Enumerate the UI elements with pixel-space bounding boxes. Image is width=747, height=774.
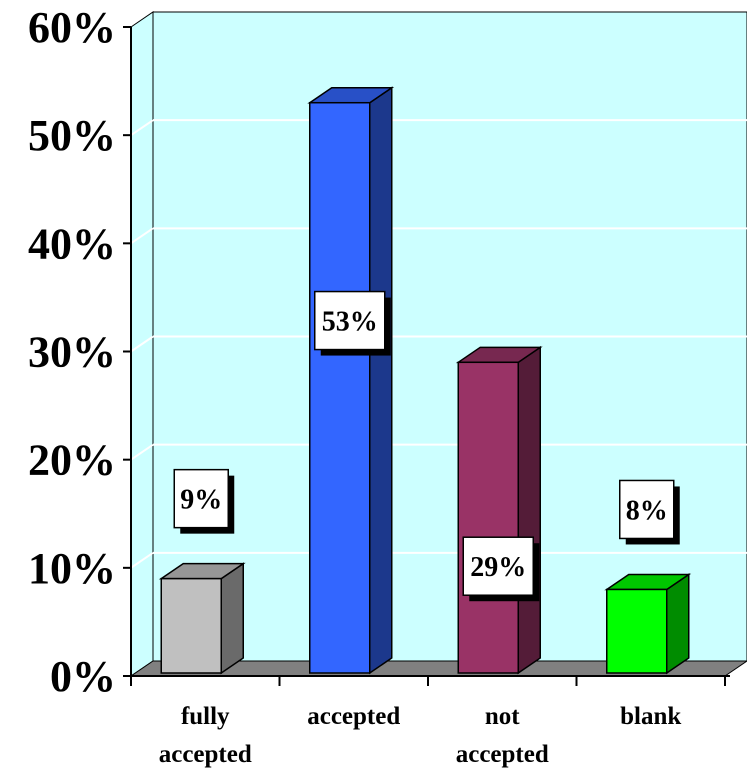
data-label-text: 53% [322,307,378,338]
data-label-box [173,468,229,529]
bar-front-face [160,577,222,674]
y-tick-label: 60% [28,3,116,52]
bar-side-face [220,562,244,675]
y-tick-label: 40% [28,219,116,268]
y-tick-label: 10% [28,544,116,593]
bar [158,562,246,675]
gridline [130,119,154,136]
bar-side-face [369,86,393,675]
x-tick-label: not accepted [456,703,549,768]
bar-front-face [457,361,519,674]
data-label-text: 8% [626,495,668,526]
y-tick-label: 0% [50,652,116,701]
bar [604,573,692,675]
data-label: 8% [619,479,680,545]
x-tick-label: accepted [307,703,400,730]
data-label-box [619,479,675,540]
data-label-text: 9% [180,485,222,516]
gridline [130,552,154,569]
x-axis: fully accepted accepted not accepted blank [130,675,730,768]
y-axis: 0% 10% 20% 30% 40% 50% 60% [28,3,132,701]
bar [455,345,543,675]
bar [307,86,395,675]
gridlines [130,119,747,569]
x-tick-label: fully accepted [159,703,252,768]
data-label-box [314,290,386,351]
y-tick-label: 50% [28,111,116,160]
gridline [130,443,154,461]
data-label: 29% [462,536,540,602]
data-label: 53% [314,290,391,356]
x-tick-label: blank [620,703,681,730]
bars [158,86,692,675]
bar-front-face [606,588,668,674]
data-label-text: 29% [470,552,526,583]
data-labels: 9% 53% 29% 8% [173,290,680,602]
bar-side-face [666,573,690,675]
bar-side-face [517,345,541,675]
bar-front-face [309,101,371,674]
gridline [130,227,154,245]
y-tick-label: 30% [28,328,116,377]
y-tick-label: 20% [28,436,116,485]
gridline [130,335,154,353]
data-label: 9% [173,468,235,534]
data-label-box [462,536,534,596]
